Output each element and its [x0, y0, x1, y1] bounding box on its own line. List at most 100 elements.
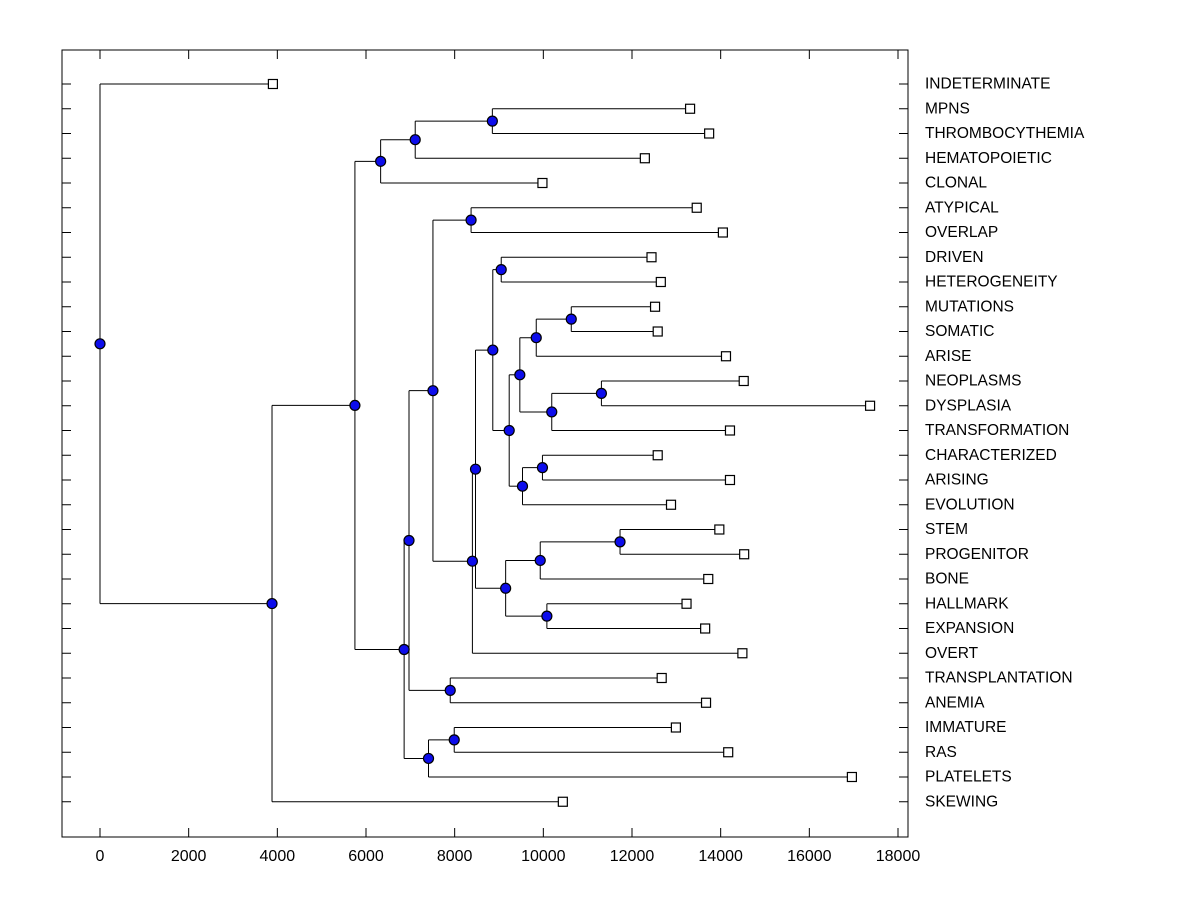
leaf-node-marker — [739, 549, 750, 560]
leaf-label: BONE — [925, 571, 969, 588]
leaf-node-marker — [720, 351, 732, 362]
leaf-label: OVERT — [925, 645, 979, 662]
leaf-label: IMMATURE — [925, 719, 1007, 736]
leaf-node-marker — [681, 598, 692, 609]
internal-node-marker — [500, 582, 512, 594]
leaf-label: THROMBOCYTHEMIA — [925, 125, 1085, 142]
internal-node-marker — [534, 554, 546, 567]
leaf-label: SOMATIC — [925, 323, 994, 340]
leaf-label: RAS — [925, 744, 957, 761]
leaf-node-marker — [717, 227, 728, 238]
internal-node-marker — [530, 332, 542, 344]
leaf-node-marker — [649, 301, 661, 312]
leaf-label: TRANSPLANTATION — [925, 670, 1073, 687]
leaf-node-marker — [670, 722, 681, 733]
internal-node-marker — [466, 555, 478, 567]
leaf-label: STEM — [925, 521, 968, 538]
leaf-label: DYSPLASIA — [925, 397, 1012, 414]
leaf-label: EXPANSION — [925, 620, 1014, 637]
x-tick-label: 8000 — [437, 848, 473, 865]
x-tick-label: 0 — [96, 848, 105, 865]
leaf-label: CHARACTERIZED — [925, 447, 1057, 464]
internal-node-marker — [375, 155, 387, 167]
leaf-node-marker — [846, 771, 857, 783]
internal-node-marker — [495, 264, 507, 276]
leaf-node-marker — [700, 623, 711, 634]
internal-node-marker — [94, 338, 106, 350]
x-tick-label: 2000 — [171, 848, 207, 865]
internal-node-marker — [614, 536, 626, 548]
leaf-label: PLATELETS — [925, 769, 1012, 786]
leaf-label: PROGENITOR — [925, 546, 1029, 563]
leaf-node-marker — [703, 573, 714, 585]
internal-node-marker — [516, 480, 529, 492]
leaf-node-marker — [655, 276, 666, 288]
internal-node-marker — [403, 534, 415, 547]
plot-box — [61, 49, 909, 838]
leaf-node-marker — [864, 400, 876, 411]
leaf-label: INDETERMINATE — [925, 76, 1050, 93]
leaf-label: MUTATIONS — [925, 298, 1014, 315]
leaf-node-marker — [737, 648, 748, 659]
leaf-node-marker — [665, 499, 677, 510]
leaf-label: HEMATOPOIETIC — [925, 150, 1052, 167]
internal-node-marker — [536, 462, 549, 474]
leaf-node-marker — [738, 375, 749, 387]
leaf-label: OVERLAP — [925, 224, 998, 241]
x-tick-label: 14000 — [698, 848, 743, 865]
internal-node-marker — [444, 684, 456, 696]
internal-node-marker — [409, 134, 421, 146]
internal-node-marker — [595, 387, 608, 399]
leaf-label: DRIVEN — [925, 249, 984, 266]
leaf-label: ARISING — [925, 472, 989, 489]
internal-node-marker — [541, 610, 553, 622]
internal-node-marker — [486, 115, 498, 127]
leaf-node-marker — [724, 425, 736, 436]
leaf-node-marker — [267, 78, 278, 90]
internal-node-marker — [565, 313, 577, 325]
leaf-label: NEOPLASMS — [925, 373, 1021, 390]
leaf-label: ANEMIA — [925, 694, 985, 711]
leaf-label: ATYPICAL — [925, 199, 999, 216]
leaf-node-marker — [704, 128, 715, 139]
x-tick-label: 12000 — [610, 848, 655, 865]
x-tick-label: 4000 — [260, 848, 296, 865]
leaf-node-marker — [652, 326, 663, 337]
leaf-node-marker — [639, 153, 650, 164]
leaf-node-marker — [714, 524, 725, 535]
leaf-label: HALLMARK — [925, 595, 1009, 612]
internal-node-marker — [503, 424, 515, 437]
leaf-node-marker — [684, 103, 696, 114]
internal-node-marker — [487, 344, 499, 356]
leaf-node-marker — [700, 697, 712, 708]
internal-node-marker — [469, 463, 482, 475]
leaf-node-marker — [691, 202, 702, 213]
internal-node-marker — [427, 385, 439, 397]
leaf-label: TRANSFORMATION — [925, 422, 1069, 439]
leaf-node-marker — [557, 796, 568, 807]
internal-node-marker — [514, 369, 526, 381]
leaf-label: ARISE — [925, 348, 972, 365]
leaf-node-marker — [656, 672, 667, 684]
internal-node-marker — [448, 734, 460, 746]
leaf-label: SKEWING — [925, 793, 998, 810]
leaf-node-marker — [537, 177, 548, 189]
x-tick-label: 6000 — [348, 848, 384, 865]
leaf-node-marker — [646, 252, 657, 263]
leaf-node-marker — [724, 474, 736, 486]
internal-node-marker — [349, 399, 361, 412]
leaf-label: HETEROGENEITY — [925, 274, 1058, 291]
leaf-node-marker — [652, 450, 663, 461]
internal-node-marker — [266, 597, 278, 610]
internal-node-marker — [398, 643, 410, 656]
internal-node-marker — [465, 214, 477, 226]
internal-node-marker — [422, 752, 435, 765]
leaf-label: EVOLUTION — [925, 496, 1015, 513]
leaf-node-marker — [723, 747, 734, 758]
leaf-label: MPNS — [925, 100, 970, 117]
x-tick-label: 18000 — [876, 848, 921, 865]
x-tick-label: 16000 — [787, 848, 832, 865]
leaf-label: CLONAL — [925, 175, 987, 192]
